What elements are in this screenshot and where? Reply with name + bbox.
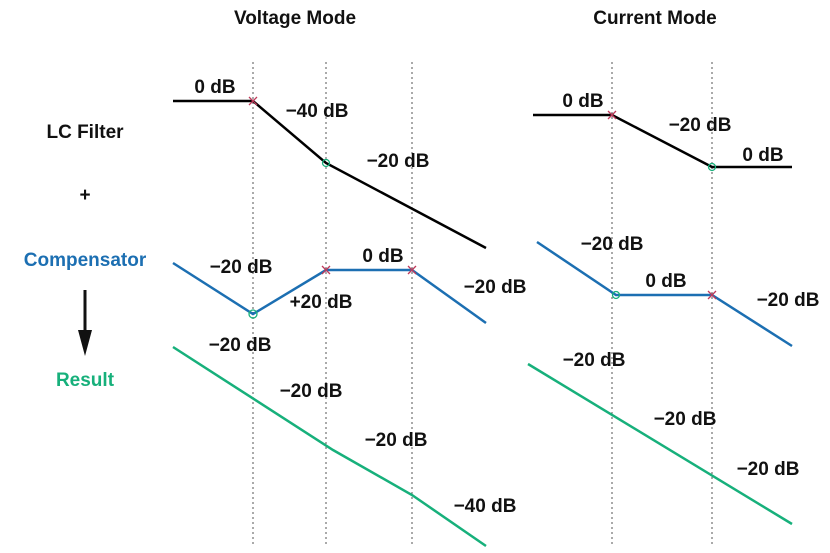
markers	[248, 96, 717, 319]
slope-label: −40 dB	[454, 496, 517, 517]
slope-label: −20 dB	[210, 257, 273, 278]
result-curve	[527, 362, 793, 526]
arrow	[78, 290, 92, 356]
slope-label: −20 dB	[654, 409, 717, 430]
panel-title: Voltage Mode	[234, 8, 356, 29]
slope-label: 0 dB	[742, 145, 783, 166]
lc-curve	[533, 113, 792, 169]
slope-label: −40 dB	[286, 101, 349, 122]
slope-label: +20 dB	[290, 292, 353, 313]
slope-label: −20 dB	[209, 335, 272, 356]
result-curve	[172, 345, 487, 548]
slope-label: −20 dB	[365, 430, 428, 451]
slope-label: −20 dB	[737, 459, 800, 480]
slope-label: −20 dB	[367, 151, 430, 172]
row-label: LC Filter	[46, 122, 124, 143]
slope-label: 0 dB	[645, 271, 686, 292]
slope-label: −20 dB	[581, 234, 644, 255]
slope-label: −20 dB	[757, 290, 820, 311]
slope-label: 0 dB	[362, 246, 403, 267]
slope-label: 0 dB	[194, 77, 235, 98]
guide-lines	[252, 62, 713, 546]
slope-label: −20 dB	[280, 381, 343, 402]
slope-label: 0 dB	[562, 91, 603, 112]
row-label: Compensator	[24, 250, 147, 271]
row-label: Result	[56, 370, 115, 391]
panel-title: Current Mode	[593, 8, 717, 29]
lc-curve	[173, 99, 487, 250]
row-label: +	[79, 185, 90, 206]
compensator-curve	[536, 240, 793, 348]
slope-label: −20 dB	[464, 277, 527, 298]
slope-label: −20 dB	[563, 350, 626, 371]
slope-label: −20 dB	[669, 115, 732, 136]
